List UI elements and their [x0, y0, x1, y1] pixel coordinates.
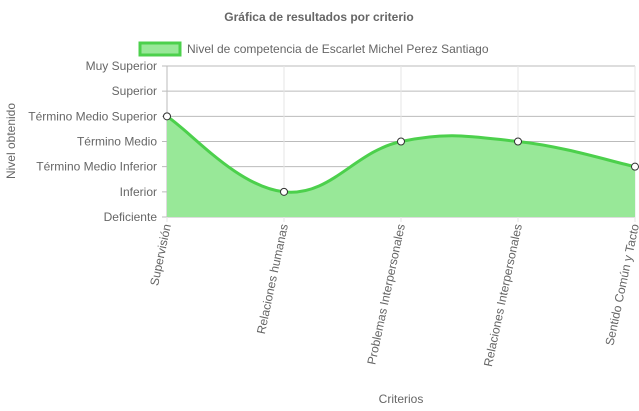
x-tick-label: Sentido Común y Tacto — [602, 222, 639, 346]
data-point[interactable] — [163, 112, 171, 121]
y-axis-ticks: Deficiente Inferior Término Medio Inferior… — [28, 59, 157, 224]
series-line — [166, 115, 636, 194]
y-tick-label: Deficiente — [104, 210, 158, 224]
x-tick-label: Relaciones Interpersonales — [481, 223, 525, 368]
chart-title: Gráfica de resultados por criterio — [224, 10, 413, 24]
data-point[interactable] — [631, 162, 639, 171]
y-tick-label: Término Medio Superior — [28, 109, 157, 123]
y-axis-label: Nivel obtenido — [4, 103, 18, 179]
y-tick-label: Término Medio — [77, 135, 157, 149]
y-tick-label: Muy Superior — [86, 59, 157, 73]
x-tick-label: Supervisión — [147, 223, 174, 287]
x-axis-ticks: Supervisión Relaciones humanas Problemas I… — [147, 222, 639, 367]
legend-swatch — [138, 41, 182, 57]
legend[interactable]: Nivel de competencia de Escarlet Michel … — [138, 41, 489, 57]
y-tick-label: Superior — [112, 84, 157, 98]
series-area — [163, 112, 639, 217]
data-point[interactable] — [514, 137, 522, 146]
x-tick-label: Problemas Interpersonales — [364, 223, 408, 366]
x-axis-label: Criterios — [379, 392, 424, 406]
data-point[interactable] — [280, 187, 288, 196]
legend-label: Nivel de competencia de Escarlet Michel … — [187, 42, 489, 56]
data-point[interactable] — [397, 137, 405, 146]
y-tick-label: Inferior — [120, 185, 157, 199]
y-tick-label: Término Medio Inferior — [36, 160, 157, 174]
x-tick-label: Relaciones humanas — [254, 223, 291, 336]
